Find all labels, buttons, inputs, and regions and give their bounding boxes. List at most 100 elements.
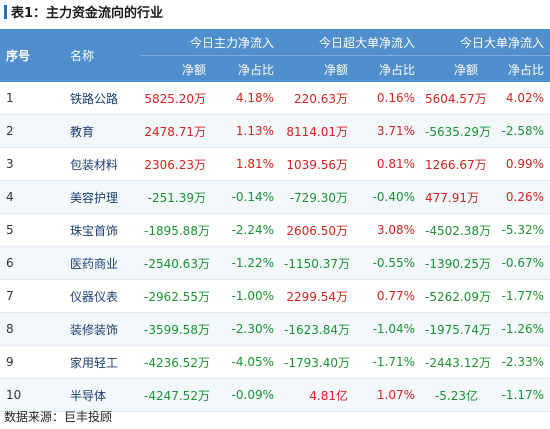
cell-large-ratio: -2.58% [484,114,550,148]
data-source-note: 数据来源：巨丰投顾 [4,410,113,424]
table-row: 3 包装材料 2306.23万 1.81% 1039.56万 0.81% 1266.67万 0… [0,147,550,181]
cell-large-amount: 1266.67万 [421,147,487,181]
cell-large-amount: -5262.09万 [421,279,491,313]
cell-large-amount: 5604.57万 [421,82,487,115]
title-accent-bar [4,5,7,19]
cell-large-ratio: -5.32% [484,213,550,247]
cell-main-amount: -2962.55万 [140,279,212,313]
cell-main-ratio: -2.24% [212,213,281,247]
row-index: 8 [0,312,66,346]
cell-super-amount: -1150.37万 [280,246,355,280]
industry-name: 装修装饰 [66,312,140,346]
column-group-large-inflow: 今日大单净流入 [421,29,550,56]
cell-super-ratio: -0.55% [354,246,422,280]
table-row: 8 装修装饰 -3599.58万 -2.30% -1623.84万 -1.04% -1975… [0,312,550,346]
row-index: 10 [0,378,66,412]
column-group-super-large-inflow: 今日超大单净流入 [280,29,422,56]
cell-main-ratio: -1.22% [212,246,281,280]
cell-super-amount: 8114.01万 [280,114,355,148]
cell-large-ratio: -2.33% [484,345,550,379]
cell-super-amount: 220.63万 [280,82,355,115]
column-header-super-amount: 净额 [280,55,355,82]
industry-name: 美容护理 [66,180,140,214]
cell-large-amount: -1390.25万 [421,246,491,280]
cell-main-ratio: -0.09% [212,378,281,412]
cell-large-amount: -5635.29万 [421,114,491,148]
cell-super-ratio: 0.77% [354,279,422,313]
industry-name: 半导体 [66,378,140,412]
cell-main-amount: -3599.58万 [140,312,212,346]
industry-name: 包装材料 [66,147,140,181]
cell-super-amount: -729.30万 [280,180,355,214]
row-index: 3 [0,147,66,181]
cell-large-ratio: 0.99% [484,147,550,181]
cell-super-ratio: 3.08% [354,213,422,247]
column-header-name: 名称 [66,29,140,82]
column-header-main-amount: 净额 [140,55,212,82]
cell-large-amount: -4502.38万 [421,213,491,247]
table-body: 1 铁路公路 5825.20万 4.18% 220.63万 0.16% 5604.57万 4.… [0,82,550,412]
column-header-main-ratio: 净占比 [212,55,281,82]
cell-main-amount: -1895.88万 [140,213,212,247]
table-row: 9 家用轻工 -4236.52万 -4.05% -1793.40万 -1.71% -2443… [0,345,550,379]
cell-super-ratio: -1.04% [354,312,422,346]
cell-super-amount: -1623.84万 [280,312,355,346]
table-row: 1 铁路公路 5825.20万 4.18% 220.63万 0.16% 5604.57万 4.… [0,82,550,115]
cell-main-amount: 2306.23万 [140,147,212,181]
industry-name: 教育 [66,114,140,148]
column-header-large-ratio: 净占比 [484,55,550,82]
cell-super-ratio: 1.07% [354,378,422,412]
row-index: 9 [0,345,66,379]
industry-name: 仪器仪表 [66,279,140,313]
cell-main-amount: -251.39万 [140,180,212,214]
industry-name: 医药商业 [66,246,140,280]
cell-main-ratio: -2.30% [212,312,281,346]
cell-large-amount: 477.91万 [421,180,485,214]
fund-flow-table: 序号 名称 今日主力净流入 今日超大单净流入 今日大单净流入 净额 净占比 净额… [0,29,550,412]
cell-main-amount: -2540.63万 [140,246,212,280]
cell-main-ratio: 4.18% [212,82,281,115]
table-row: 2 教育 2478.71万 1.13% 8114.01万 3.71% -5635.29万 -2… [0,114,550,148]
cell-main-amount: 2478.71万 [140,114,212,148]
cell-super-amount: 1039.56万 [280,147,355,181]
table-row: 4 美容护理 -251.39万 -0.14% -729.30万 -0.40% 477.91万… [0,180,550,214]
row-index: 4 [0,180,66,214]
cell-main-amount: -4236.52万 [140,345,212,379]
cell-large-ratio: 4.02% [484,82,550,115]
industry-name: 家用轻工 [66,345,140,379]
table-row: 7 仪器仪表 -2962.55万 -1.00% 2299.54万 0.77% -5262.0… [0,279,550,313]
row-index: 1 [0,82,66,115]
cell-super-amount: 2299.54万 [280,279,355,313]
cell-super-ratio: 0.16% [354,82,422,115]
table-row: 6 医药商业 -2540.63万 -1.22% -1150.37万 -0.55% -1390… [0,246,550,280]
table-title-text: 表1：主力资金流向的行业 [11,6,164,21]
cell-main-ratio: 1.13% [212,114,281,148]
cell-super-ratio: -1.71% [354,345,422,379]
cell-large-amount: -2443.12万 [421,345,491,379]
cell-super-ratio: 3.71% [354,114,422,148]
cell-large-ratio: -1.26% [484,312,550,346]
header-group-row: 序号 名称 今日主力净流入 今日超大单净流入 今日大单净流入 [0,29,550,82]
cell-super-ratio: 0.81% [354,147,422,181]
cell-large-ratio: 0.26% [484,180,550,214]
cell-large-ratio: -1.17% [484,378,550,412]
cell-main-amount: 5825.20万 [140,82,212,115]
table-title: 表1：主力资金流向的行业 [4,2,163,26]
column-header-super-ratio: 净占比 [354,55,422,82]
column-group-main-inflow: 今日主力净流入 [140,29,281,56]
cell-super-amount: 4.81亿 [280,378,355,412]
cell-main-ratio: -0.14% [212,180,281,214]
column-header-large-amount: 净额 [421,55,485,82]
industry-name: 珠宝首饰 [66,213,140,247]
industry-name: 铁路公路 [66,82,140,115]
table-row: 10 半导体 -4247.52万 -0.09% 4.81亿 1.07% -5.23亿 -1.1… [0,378,550,412]
cell-main-ratio: 1.81% [212,147,281,181]
cell-large-amount: -1975.74万 [421,312,491,346]
cell-main-ratio: -1.00% [212,279,281,313]
header-sub-row: 净额 净占比 净额 净占比 净额 净占比 [0,55,550,82]
cell-main-ratio: -4.05% [212,345,281,379]
table-row: 5 珠宝首饰 -1895.88万 -2.24% 2606.50万 3.08% -4502.3… [0,213,550,247]
cell-super-amount: -1793.40万 [280,345,355,379]
row-index: 6 [0,246,66,280]
column-header-index: 序号 [0,29,66,82]
